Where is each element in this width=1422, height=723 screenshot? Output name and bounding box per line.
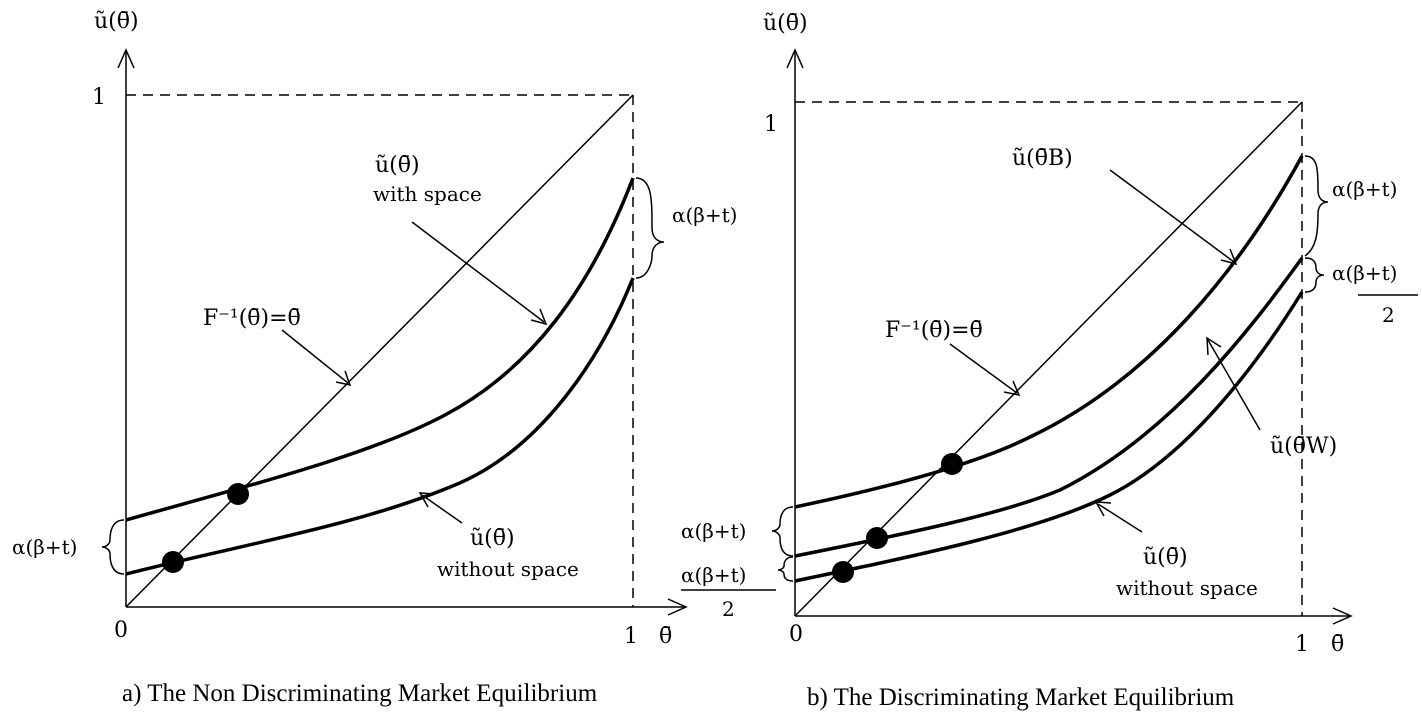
panel-a-diagonal-pointer <box>281 329 349 384</box>
panel-b-bottom-curve-pointer-head <box>1094 501 1112 517</box>
panel-a-y-arrow <box>117 48 135 69</box>
panel-a-with-space-sub: with space <box>373 182 482 206</box>
panel-a-equilibrium-dot-upper <box>227 483 249 505</box>
panel-b-diagonal-pointer-head <box>1003 380 1021 397</box>
panel-a-origin-label: 0 <box>114 618 128 643</box>
panel-a-with-space-pointer <box>411 221 545 323</box>
panel-a-y-axis-label: ũ(θ̄) <box>94 9 139 34</box>
panel-b-bottom-curve <box>794 291 1304 583</box>
panel-a-left-brace-label: α(β+t) <box>12 535 77 559</box>
panel-b-diagonal-pointer <box>949 343 1018 394</box>
panel-b-right-brace-mid-denominator: 2 <box>1382 303 1395 327</box>
panel-a-y-one-label: 1 <box>92 85 106 110</box>
panel-a-without-space-sub: without space <box>437 557 579 581</box>
panel-b-x-axis-label: θ̄ <box>1331 632 1344 657</box>
panel-a-x-axis-label: θ̄ <box>659 624 672 649</box>
panel-b-top-curve-pointer-head <box>1220 248 1238 266</box>
panel-a-caption: a) The Non Discriminating Market Equilib… <box>122 680 598 707</box>
panel-a-with-space-curve <box>125 177 635 522</box>
panel-b-left-brace-top-label: α(β+t) <box>681 519 746 543</box>
panel-a-with-space-label: ũ(θ̄) <box>375 153 420 178</box>
panel-a-without-space-label: ũ(θ̄) <box>470 526 515 551</box>
panel-b-left-brace-mid-label: α(β+t) <box>681 563 746 587</box>
panel-b-right-brace-top <box>1304 155 1329 257</box>
panel-b-bottom-curve-label: ũ(θ̄) <box>1143 545 1188 570</box>
panel-b-left-brace-mid <box>777 556 794 582</box>
panel-a-diagonal-pointer-head <box>335 370 352 387</box>
panel-a-equilibrium-dot-lower <box>162 551 184 573</box>
panel-b-top-curve-label: ũ(θ̄B) <box>1012 146 1073 171</box>
panel-b-equilibrium-dot-top <box>941 453 963 475</box>
panel-b-middle-curve-label: ũ(θ̄W) <box>1270 434 1337 459</box>
panel-b-left-brace-mid-denominator: 2 <box>722 597 735 621</box>
panel-a-right-brace <box>635 177 665 279</box>
panel-b-bottom-curve-pointer <box>1097 503 1143 533</box>
panel-a-diagonal-line <box>125 94 634 608</box>
panel-a-without-space-curve <box>125 277 635 576</box>
panel-b-top-curve <box>794 155 1304 509</box>
panel-a-left-brace <box>101 519 125 575</box>
panel-a: ũ(θ̄) θ̄ 0 1 1 F⁻¹(θ̄)=θ̄ ũ(θ̄) with spa… <box>12 9 737 707</box>
panel-a-x-one-label: 1 <box>624 624 638 649</box>
panel-a-diagonal-label: F⁻¹(θ̄)=θ̄ <box>203 306 301 331</box>
panel-b-equilibrium-dot-bottom <box>832 561 854 583</box>
panel-a-with-space-pointer-head <box>530 308 548 326</box>
panel-b-middle-curve-pointer-head <box>1206 336 1222 356</box>
panel-b-y-one-label: 1 <box>764 112 778 137</box>
panel-b-right-brace-mid-label: α(β+t) <box>1332 261 1397 285</box>
panel-b-origin-label: 0 <box>789 622 803 647</box>
panel-a-right-brace-label: α(β+t) <box>672 203 737 227</box>
panel-b-middle-curve-pointer <box>1207 339 1261 431</box>
panel-b-equilibrium-dot-middle <box>866 527 888 549</box>
panel-b-x-arrow <box>1332 607 1353 625</box>
panel-a-x-arrow <box>667 598 688 616</box>
panel-b-right-brace-top-label: α(β+t) <box>1332 177 1397 201</box>
panel-b-bottom-curve-sub: without space <box>1116 576 1258 600</box>
panel-b-y-axis-label: ũ(θ̄) <box>763 11 808 36</box>
panel-b-diagonal-label: F⁻¹(θ̄)=θ̄ <box>885 318 983 343</box>
panel-a-without-space-pointer <box>421 494 463 524</box>
panel-b-right-brace-mid <box>1304 257 1325 293</box>
panel-b-left-brace-top <box>771 506 794 557</box>
panel-b-top-curve-pointer <box>1109 169 1235 263</box>
panel-b-middle-curve <box>794 256 1304 558</box>
panel-b: ũ(θ̄) θ̄ 0 1 1 F⁻¹(θ̄)=θ̄ ũ(θ̄B) ũ(θ̄W) … <box>681 11 1418 711</box>
panel-b-y-arrow <box>786 48 804 69</box>
panel-b-x-one-label: 1 <box>1295 632 1309 657</box>
panel-b-caption: b) The Discriminating Market Equilibrium <box>807 684 1235 711</box>
panel-a-without-space-pointer-head <box>418 492 436 508</box>
